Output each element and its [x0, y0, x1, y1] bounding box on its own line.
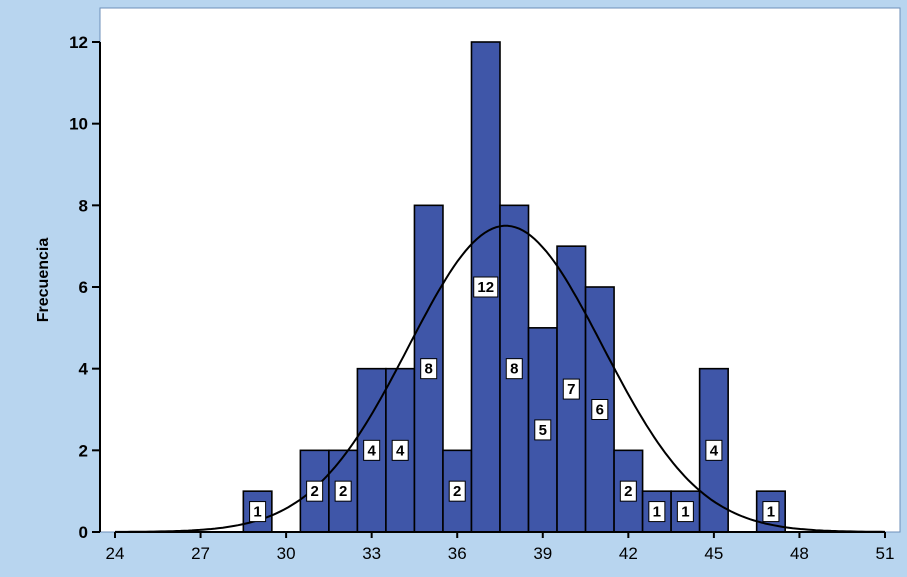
- x-tick-label: 45: [704, 544, 723, 563]
- bar-label: 6: [596, 402, 604, 419]
- bar-36: [442, 449, 473, 533]
- y-tick-label: 8: [79, 196, 88, 215]
- bar-label-box: [505, 358, 523, 380]
- bar-label-box: [648, 501, 666, 523]
- bar-label: 4: [396, 442, 405, 459]
- y-tick-label: 10: [69, 115, 88, 134]
- x-tick-label: 24: [106, 544, 125, 563]
- bar-label: 7: [567, 381, 575, 398]
- bar-label: 12: [477, 279, 494, 296]
- bar-label: 1: [253, 504, 261, 521]
- normal-curve: [115, 224, 886, 533]
- bar-label-box: [676, 501, 694, 523]
- bar-label: 2: [624, 483, 632, 500]
- x-tick-label: 27: [191, 544, 210, 563]
- y-tick-label: 2: [79, 441, 88, 460]
- bar-label: 1: [767, 504, 775, 521]
- bar-label-box: [591, 399, 609, 420]
- bar-label-box: [534, 419, 552, 441]
- bar-label-box: [249, 501, 267, 523]
- bar-label-box: [420, 358, 438, 380]
- x-tick-label: 42: [619, 544, 638, 563]
- bar-label: 2: [453, 483, 461, 500]
- bar-label: 2: [310, 483, 318, 500]
- x-tick-label: 33: [362, 544, 381, 563]
- y-tick-label: 4: [79, 360, 89, 379]
- bar-label: 8: [425, 361, 433, 378]
- bar-label: 4: [367, 442, 376, 459]
- bar-label: 4: [710, 442, 719, 459]
- y-axis-label: Frecuencia: [35, 238, 52, 323]
- y-tick-label: 12: [69, 33, 88, 52]
- x-tick-label: 36: [448, 544, 467, 563]
- bar-label: 5: [539, 422, 547, 439]
- bar-label-box: [705, 439, 723, 461]
- bar-label-box: [619, 480, 637, 502]
- bar-label-box: [762, 501, 780, 523]
- bar-label: 1: [653, 504, 661, 521]
- y-tick-label: 6: [79, 278, 88, 297]
- x-tick-label: 30: [277, 544, 296, 563]
- bar-42: [613, 449, 644, 533]
- bar-label: 2: [339, 483, 347, 500]
- bar-label-box: [473, 276, 499, 298]
- bar-label-box: [334, 480, 352, 502]
- x-tick-label: 48: [790, 544, 809, 563]
- x-tick-label: 51: [876, 544, 895, 563]
- y-tick-label: 0: [79, 523, 88, 542]
- bar-label-box: [363, 439, 381, 461]
- bar-label: 1: [681, 504, 689, 521]
- bar-label: 8: [510, 361, 518, 378]
- bar-label-box: [448, 480, 466, 502]
- bar-label-box: [391, 439, 409, 461]
- x-tick-label: 39: [533, 544, 552, 563]
- bar-label-box: [562, 378, 580, 400]
- bar-label-box: [306, 480, 324, 502]
